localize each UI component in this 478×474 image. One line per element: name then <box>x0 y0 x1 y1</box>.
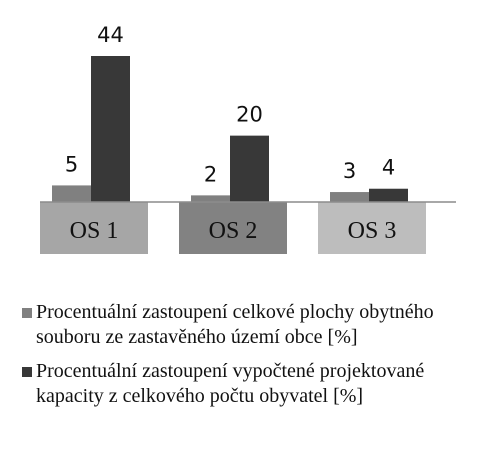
bar <box>230 135 269 202</box>
legend-swatch <box>22 367 32 377</box>
value-label: 3 <box>343 159 356 183</box>
x-tick-label: OS 1 <box>70 218 119 244</box>
bar <box>91 56 130 202</box>
category-box <box>179 202 287 254</box>
legend-swatch <box>22 308 32 318</box>
value-label: 4 <box>382 156 395 180</box>
x-tick-label: OS 3 <box>348 218 397 244</box>
legend: Procentuální zastoupení celkové plochy o… <box>22 300 472 418</box>
plot: OS 1 5 44 OS 2 2 20 OS 3 3 4 <box>40 23 456 254</box>
legend-label: Procentuální zastoupení vypočtené projek… <box>36 360 425 407</box>
bar <box>52 185 91 202</box>
bar <box>330 192 369 202</box>
legend-item: Procentuální zastoupení vypočtené projek… <box>22 359 472 409</box>
bar <box>369 188 408 202</box>
category-box <box>318 202 426 254</box>
bar <box>191 195 230 202</box>
category-box <box>40 202 148 254</box>
legend-label: Procentuální zastoupení celkové plochy o… <box>36 301 434 348</box>
x-tick-label: OS 2 <box>209 218 258 244</box>
legend-item: Procentuální zastoupení celkové plochy o… <box>22 300 472 350</box>
value-label: 5 <box>65 152 78 176</box>
value-label: 2 <box>204 162 217 186</box>
value-label: 20 <box>236 103 263 127</box>
value-label: 44 <box>97 23 124 47</box>
